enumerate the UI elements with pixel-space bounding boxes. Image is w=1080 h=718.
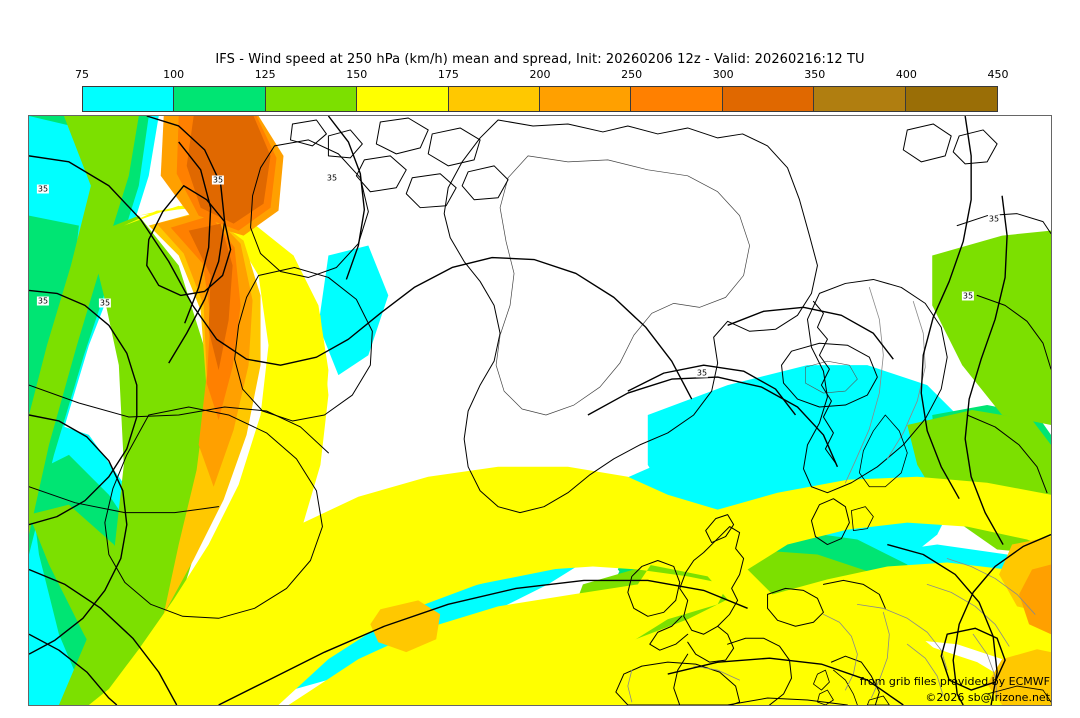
colorbar-tick-200: 200 (529, 68, 551, 81)
fill-band-150-175 (88, 200, 1051, 705)
map-svg (29, 116, 1051, 705)
colorbar-tick-300: 300 (712, 68, 734, 81)
colorbar-tick-150: 150 (346, 68, 368, 81)
colorbar-segment-350-400 (814, 87, 906, 111)
contour-label: 35 (211, 175, 225, 185)
map-plot-area[interactable]: 35 35 35 35 35 35 35 35 (28, 115, 1052, 706)
credit-source: from grib files provided by ECMWF (859, 675, 1050, 688)
colorbar-segment-250-300 (631, 87, 723, 111)
colorbar-tick-75: 75 (75, 68, 89, 81)
colorbar-gradient-bar (82, 86, 998, 112)
contour-label: 35 (98, 298, 112, 308)
colorbar-segment-200-250 (539, 87, 632, 111)
contour-label: 35 (36, 296, 50, 306)
colorbar: 75 100 125 150 175 200 250 300 350 400 450 (75, 68, 1009, 112)
colorbar-tick-100: 100 (163, 68, 185, 81)
colorbar-tick-250: 250 (621, 68, 643, 81)
contour-label: 35 (325, 173, 339, 183)
contour-label: 35 (961, 291, 975, 301)
colorbar-segment-400-450 (905, 87, 997, 111)
colorbar-tick-labels: 75 100 125 150 175 200 250 300 350 400 450 (75, 68, 1009, 84)
colorbar-tick-400: 400 (895, 68, 917, 81)
colorbar-segment-100-125 (174, 87, 266, 111)
colorbar-segment-150-175 (357, 87, 449, 111)
colorbar-tick-175: 175 (437, 68, 459, 81)
credit-copyright: ©2026 sb@irizone.net (925, 691, 1050, 704)
colorbar-tick-450: 450 (987, 68, 1009, 81)
colorbar-segment-175-200 (448, 87, 540, 111)
contour-label: 35 (695, 368, 709, 378)
colorbar-tick-350: 350 (804, 68, 826, 81)
contour-label: 35 (36, 184, 50, 194)
colorbar-segment-75-100 (83, 87, 175, 111)
colorbar-segment-125-150 (265, 87, 358, 111)
colorbar-segment-300-350 (722, 87, 815, 111)
spread-contours (29, 116, 1051, 705)
chart-title: IFS - Wind speed at 250 hPa (km/h) mean … (215, 52, 865, 67)
colorbar-tick-125: 125 (254, 68, 276, 81)
contour-label: 35 (987, 214, 1001, 224)
